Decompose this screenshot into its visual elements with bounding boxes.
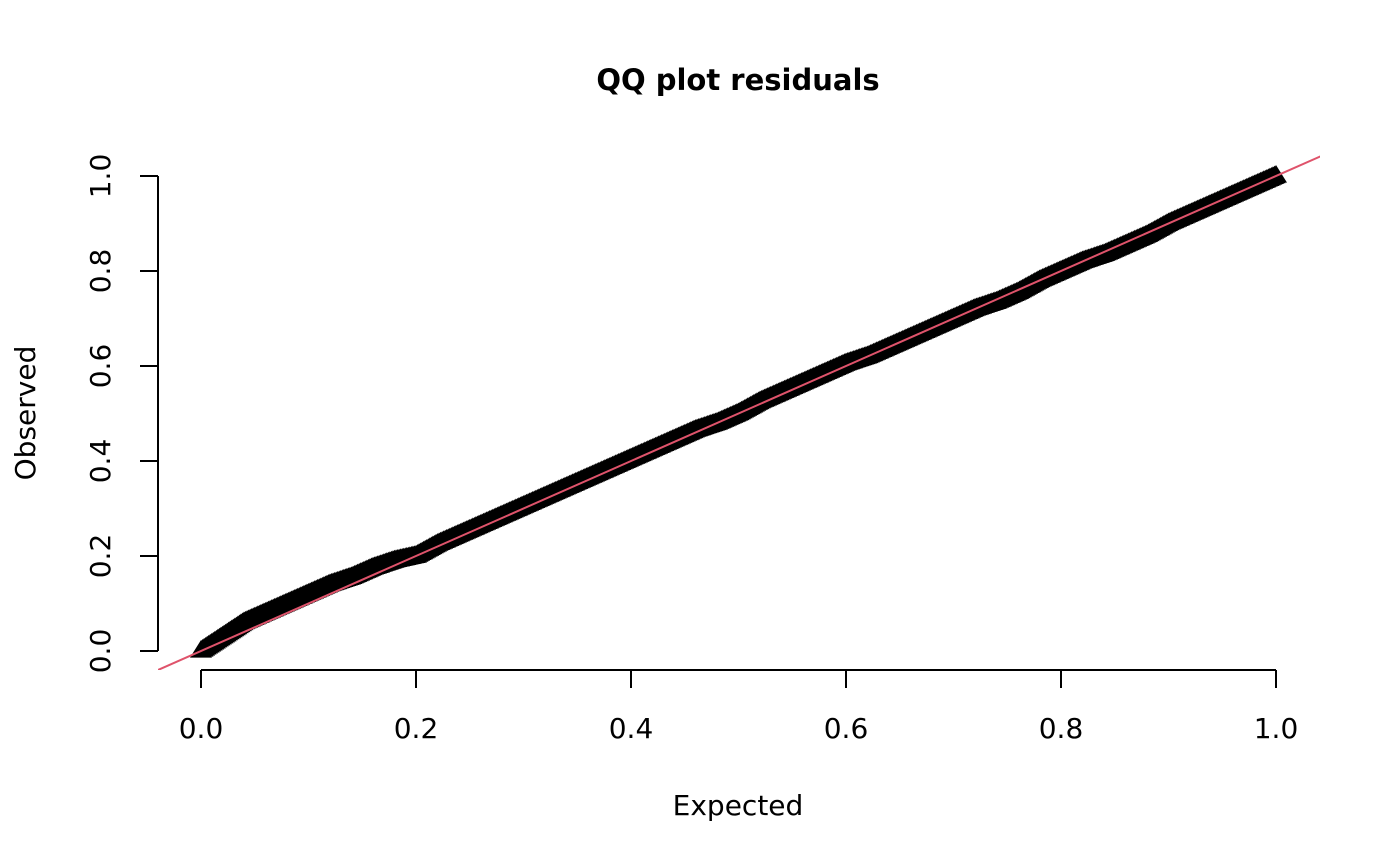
reference-line	[158, 155, 1320, 670]
y-axis-label: Observed	[9, 346, 42, 481]
chart-title: QQ plot residuals	[596, 63, 879, 97]
y-tick-label: 0.2	[84, 534, 117, 579]
y-tick-label: 0.8	[84, 249, 117, 294]
x-tick-label: 0.8	[1039, 712, 1084, 745]
reference-line-group	[158, 155, 1320, 670]
x-axis-label: Expected	[673, 789, 804, 822]
y-axis: 0.0 0.2 0.4 0.6 0.8 1.0	[84, 154, 159, 674]
x-tick-label: 0.4	[609, 712, 654, 745]
y-tick-label: 0.6	[84, 344, 117, 389]
x-tick-label: 0.2	[394, 712, 439, 745]
x-axis: 0.0 0.2 0.4 0.6 0.8 1.0	[179, 669, 1299, 745]
y-tick-label: 0.4	[84, 439, 117, 484]
x-tick-label: 0.0	[179, 712, 224, 745]
y-tick-label: 1.0	[84, 154, 117, 199]
y-tick-label: 0.0	[84, 629, 117, 674]
x-tick-label: 1.0	[1254, 712, 1299, 745]
x-tick-label: 0.6	[824, 712, 869, 745]
